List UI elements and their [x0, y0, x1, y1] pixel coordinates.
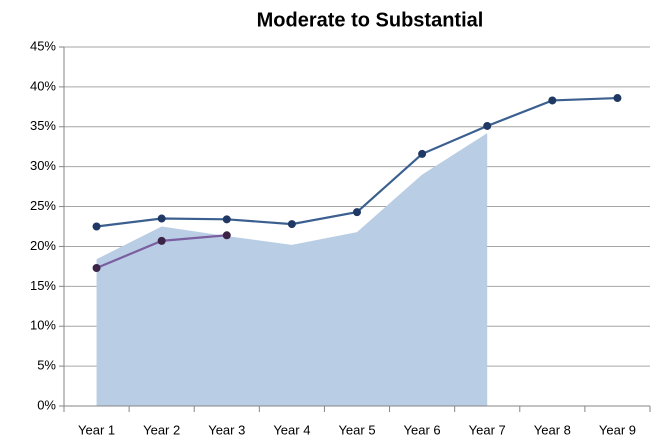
marker	[157, 236, 166, 245]
area	[96, 133, 488, 406]
marker	[222, 215, 231, 224]
marker	[92, 263, 101, 272]
x-tick-label: Year 1	[78, 422, 115, 437]
x-tick-label: Year 7	[469, 422, 506, 437]
y-tick-label: 15%	[30, 278, 56, 293]
y-tick-label: 40%	[30, 78, 56, 93]
y-tick-label: 45%	[30, 38, 56, 53]
x-tick-label: Year 2	[143, 422, 180, 437]
marker	[418, 149, 427, 158]
y-tick-label: 20%	[30, 238, 56, 253]
marker	[613, 94, 622, 103]
x-tick-label: Year 6	[404, 422, 441, 437]
x-tick-label: Year 3	[208, 422, 245, 437]
y-tick-label: 25%	[30, 198, 56, 213]
y-tick-label: 0%	[37, 397, 56, 412]
marker	[92, 222, 101, 231]
line	[96, 96, 618, 228]
marker	[157, 214, 166, 223]
marker	[548, 96, 557, 105]
y-tick-label: 35%	[30, 118, 56, 133]
y-tick-label: 30%	[30, 158, 56, 173]
marker	[353, 208, 361, 217]
marker	[483, 121, 492, 130]
marker	[222, 231, 231, 240]
x-tick-label: Year 8	[534, 422, 571, 437]
y-tick-label: 5%	[37, 358, 56, 373]
marker	[287, 220, 296, 229]
x-tick-label: Year 9	[599, 422, 636, 437]
chart-title: Moderate to Substantial	[257, 9, 484, 31]
y-tick-label: 10%	[30, 318, 56, 333]
x-tick-label: Year 5	[338, 422, 375, 437]
x-tick-label: Year 4	[273, 422, 310, 437]
